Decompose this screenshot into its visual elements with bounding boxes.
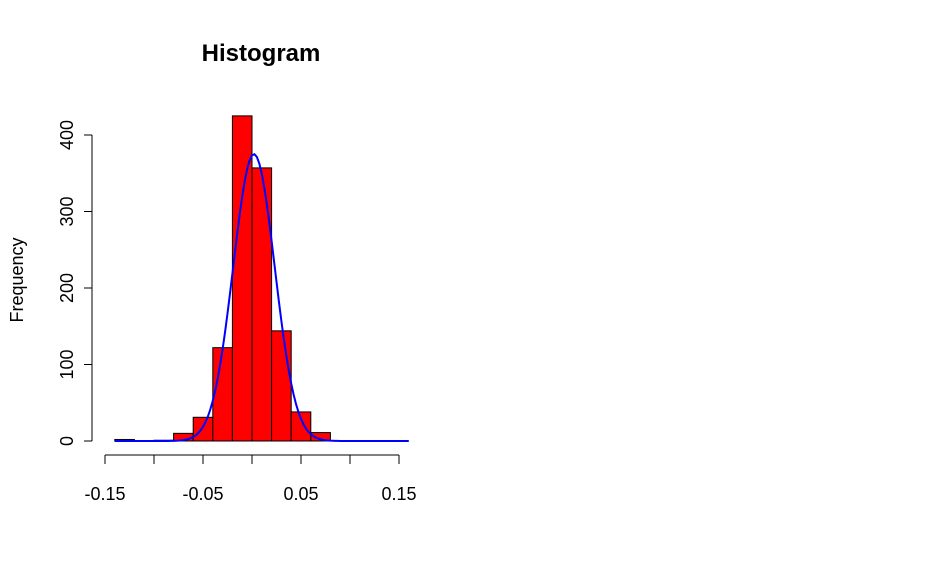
x-tick-label-2: -0.05	[182, 484, 223, 504]
y-axis-label: Frequency	[7, 237, 27, 322]
chart-title: Histogram	[202, 40, 321, 67]
x-tick-label-0: -0.15	[84, 484, 125, 504]
x-axis: -0.15 -0.05 0.05 0.15	[84, 454, 417, 504]
histogram-bar-8	[271, 330, 292, 442]
histogram-bar-4	[192, 416, 214, 442]
x-tick-label-6: 0.15	[381, 484, 416, 504]
x-tick-label-4: 0.05	[283, 484, 318, 504]
histogram-bar-5	[212, 347, 233, 442]
y-tick-label-2: 200	[57, 273, 77, 303]
y-tick-label-3: 300	[57, 196, 77, 226]
histogram-bar-9	[290, 411, 312, 442]
y-tick-label-0: 0	[57, 436, 77, 446]
y-axis: 0 100 200 300 400	[57, 120, 93, 446]
histogram-bar-10	[310, 432, 331, 442]
density-curve	[114, 152, 409, 442]
histogram-bar-7	[251, 167, 273, 442]
bars-group	[114, 115, 331, 442]
y-tick-label-1: 100	[57, 349, 77, 379]
y-tick-label-4: 400	[57, 120, 77, 150]
